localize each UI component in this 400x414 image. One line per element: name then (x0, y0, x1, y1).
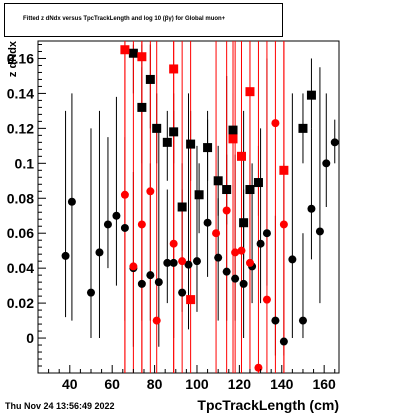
data-point (146, 187, 155, 196)
error-bars (65, 41, 336, 373)
data-point (67, 197, 76, 206)
chart-title-box: Fitted z dNdx versus TpcTrackLength and … (4, 3, 283, 37)
data-point (145, 74, 155, 84)
data-point (322, 159, 331, 168)
data-point (239, 218, 249, 228)
data-point (137, 52, 147, 62)
data-point (178, 257, 187, 266)
data-point (330, 138, 339, 147)
data-point (271, 119, 280, 128)
y-axis: 0 0.02 0.04 0.06 0.08 0.1 0.12 0.14 0.16 (7, 43, 46, 374)
data-point (186, 139, 196, 149)
data-point (213, 176, 223, 186)
x-tick-label: 100 (185, 376, 209, 392)
x-tick-label: 120 (228, 376, 252, 392)
data-point (192, 257, 201, 266)
data-point (120, 190, 129, 199)
data-point (214, 253, 223, 262)
data-point (298, 123, 308, 133)
timestamp: Thu Nov 24 13:56:49 2022 (5, 401, 115, 411)
data-point (169, 64, 179, 74)
x-tick-label: 40 (62, 376, 78, 392)
data-point (256, 239, 265, 248)
data-point (231, 248, 240, 257)
data-point (61, 251, 70, 260)
data-point (128, 48, 138, 58)
data-point (239, 279, 248, 288)
x-axis: 40 60 80 100 120 140 160 (37, 365, 336, 392)
data-point (279, 220, 288, 229)
plot-frame (37, 40, 340, 374)
data-point (137, 102, 147, 112)
x-tick-label: 60 (104, 376, 120, 392)
data-point (184, 260, 193, 269)
data-point (120, 223, 129, 232)
data-point (152, 123, 162, 133)
y-tick-label: 0.06 (7, 225, 34, 241)
x-tick-label: 80 (147, 376, 163, 392)
data-point (95, 248, 104, 257)
data-point (288, 255, 297, 264)
data-point (254, 363, 263, 372)
data-point (228, 125, 238, 135)
x-tick-label: 140 (270, 376, 294, 392)
data-point (212, 229, 221, 238)
data-point (169, 239, 178, 248)
y-tick-label: 0.04 (7, 260, 34, 276)
data-point (137, 220, 146, 229)
data-point (86, 288, 95, 297)
data-point (169, 127, 179, 137)
data-point (120, 45, 130, 55)
y-axis-label: z dNdx (7, 40, 19, 77)
data-point (177, 202, 187, 212)
data-point (228, 134, 238, 144)
data-point (222, 206, 231, 215)
data-point (298, 316, 307, 325)
y-tick-label: 0.1 (15, 155, 35, 171)
data-point (245, 87, 255, 97)
data-point (253, 178, 263, 188)
data-point (245, 185, 255, 195)
data-point (137, 279, 146, 288)
y-tick-label: 0 (26, 330, 34, 346)
data-point (271, 316, 280, 325)
chart-title: Fitted z dNdx versus TpcTrackLength and … (23, 16, 226, 22)
data-point (146, 271, 155, 280)
data-point (103, 220, 112, 229)
data-point (315, 227, 324, 236)
data-point (112, 211, 121, 220)
y-tick-label: 0.12 (7, 120, 34, 136)
data-point (222, 267, 231, 276)
data-point (152, 316, 161, 325)
x-axis-label: TpcTrackLength (cm) (197, 397, 339, 413)
data-point (306, 90, 316, 100)
y-tick-label: 0.16 (7, 50, 34, 66)
data-point (222, 185, 232, 195)
data-point (169, 258, 178, 267)
data-point (279, 337, 288, 346)
data-markers (61, 45, 339, 372)
data-point (194, 190, 204, 200)
data-point (178, 288, 187, 297)
data-point (236, 151, 246, 161)
data-point (262, 229, 271, 238)
data-point (154, 278, 163, 287)
data-point (163, 258, 172, 267)
x-tick-label: 160 (312, 376, 336, 392)
data-point (203, 143, 213, 153)
data-point (203, 218, 212, 227)
data-point (162, 137, 172, 147)
y-tick-label: 0.08 (7, 190, 34, 206)
data-point (237, 246, 246, 255)
data-point (245, 258, 254, 267)
y-tick-label: 0.14 (7, 85, 34, 101)
data-point (262, 295, 271, 304)
y-tick-label: 0.02 (7, 295, 34, 311)
data-point (307, 204, 316, 213)
data-point (231, 274, 240, 283)
data-point (186, 295, 196, 305)
data-point (129, 262, 138, 271)
data-point (279, 165, 289, 175)
